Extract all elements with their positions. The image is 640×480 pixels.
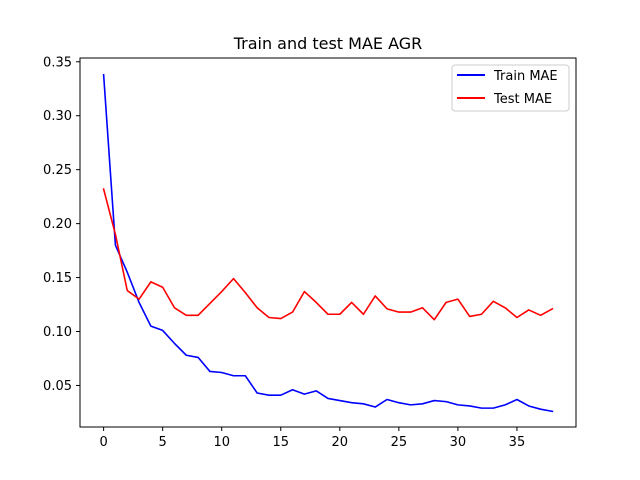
plot-area [102,73,554,413]
y-tick-label: 0.30 [43,109,72,124]
y-tick-label: 0.20 [43,217,72,232]
y-tick-label: 0.35 [43,55,72,70]
x-tick-label: 15 [272,435,289,450]
legend: Train MAE Test MAE [451,64,570,112]
y-tick-label: 0.05 [43,379,72,394]
x-tick-label: 5 [159,435,167,450]
plot-frame [79,57,577,428]
series-line-train [102,73,554,413]
y-tick-label: 0.15 [43,271,72,286]
y-tick-label: 0.25 [43,163,72,178]
y-tick-label: 0.10 [43,325,72,340]
x-tick-label: 25 [391,435,408,450]
legend-label-train: Train MAE [493,69,558,84]
x-tick-label: 30 [450,435,467,450]
legend-label-test: Test MAE [493,92,552,107]
series-line-test [102,188,554,321]
x-tick-label: 35 [509,435,526,450]
x-tick-label: 20 [332,435,349,450]
x-tick-label: 0 [99,435,107,450]
x-tick-label: 10 [213,435,230,450]
legend-box [451,64,570,112]
chart-title: Train and test MAE AGR [233,34,423,53]
